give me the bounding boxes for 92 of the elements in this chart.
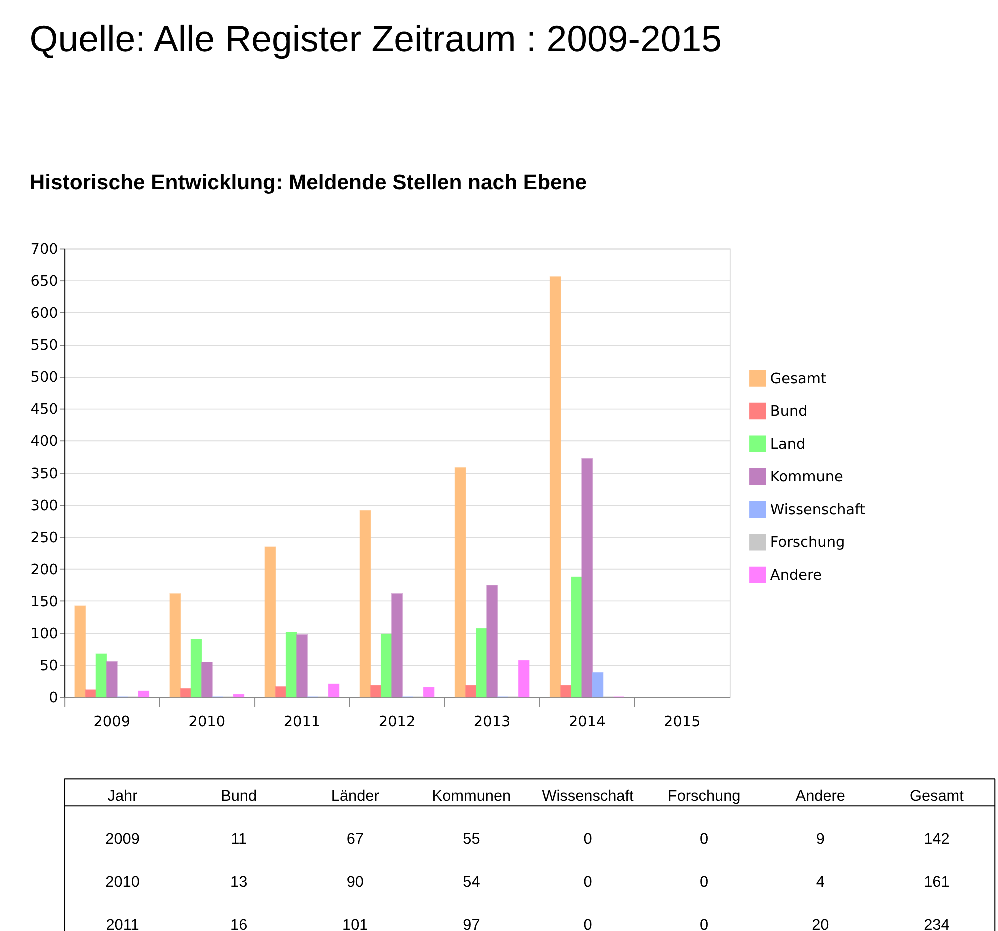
- text: 16: [230, 917, 248, 931]
- bar: [275, 686, 287, 698]
- legend-label: Land: [770, 436, 806, 453]
- bar: [85, 690, 97, 698]
- bar: [518, 660, 530, 698]
- y-tick-label: 550: [30, 338, 58, 354]
- y-tick-label: 400: [30, 434, 58, 450]
- text: 9: [816, 831, 825, 848]
- text: 54: [463, 874, 481, 892]
- legend-label: Andere: [770, 568, 822, 584]
- y-tick-label: 450: [30, 402, 58, 418]
- text: 0: [584, 874, 592, 892]
- text: Bund: [221, 788, 258, 806]
- bar: [264, 546, 276, 698]
- bar: [476, 628, 488, 698]
- bar: [170, 594, 182, 698]
- text: Jahr: [108, 788, 138, 806]
- text: 0: [584, 917, 592, 931]
- y-tick-label: 150: [30, 594, 58, 610]
- text: 11: [231, 831, 248, 848]
- text: 4: [816, 874, 826, 892]
- y-tick-label: 300: [30, 498, 58, 514]
- text: Länder: [331, 788, 380, 806]
- bar: [423, 687, 435, 698]
- legend-label: Kommune: [770, 470, 844, 486]
- y-tick-label: 350: [30, 466, 58, 482]
- text: 20: [812, 917, 830, 931]
- legend-label: Gesamt: [770, 371, 827, 388]
- text: 0: [700, 917, 709, 931]
- text: 13: [230, 874, 248, 892]
- bar: [486, 585, 498, 698]
- bar: [392, 594, 404, 698]
- bar: [106, 661, 118, 698]
- text: 101: [342, 917, 368, 931]
- x-tick-label: 2009: [94, 714, 131, 731]
- text: 2011: [106, 917, 140, 931]
- text: Gesamt: [910, 788, 965, 806]
- x-tick-label: 2012: [378, 714, 416, 731]
- bar: [328, 684, 340, 698]
- text: Kommunen: [432, 788, 512, 806]
- bar: [286, 632, 298, 698]
- text: 234: [924, 917, 950, 931]
- bar: [550, 276, 562, 698]
- text: 97: [463, 917, 480, 931]
- legend-label: Bund: [770, 404, 808, 420]
- x-tick-label: 2014: [568, 714, 606, 731]
- text: 161: [924, 874, 950, 892]
- chart-title: Quelle: Alle Register Zeitraum : 2009-2015: [30, 18, 722, 60]
- text: 0: [700, 874, 709, 892]
- text: 67: [346, 831, 364, 848]
- bar: [96, 654, 108, 698]
- text: 55: [463, 831, 480, 848]
- x-tick-label: 2013: [474, 714, 511, 731]
- x-tick-label: 2015: [664, 714, 701, 731]
- y-tick-label: 250: [30, 530, 58, 546]
- y-tick-label: 600: [30, 306, 58, 322]
- x-tick-label: 2011: [284, 714, 321, 731]
- bar: [582, 458, 594, 698]
- bar: [380, 634, 392, 698]
- text: Forschung: [668, 788, 741, 806]
- legend-label: Forschung: [770, 535, 846, 552]
- text: Andere: [796, 788, 846, 806]
- bar: [465, 685, 477, 698]
- bar: [454, 467, 466, 698]
- y-tick-label: 200: [30, 562, 58, 578]
- chart-subtitle: Historische Entwicklung: Meldende Stellen nach Ebene: [30, 171, 588, 194]
- text: 142: [924, 831, 950, 848]
- y-tick-label: 0: [49, 690, 58, 706]
- text: 2010: [106, 874, 140, 892]
- text: 0: [700, 831, 709, 848]
- text: Wissenschaft: [542, 788, 635, 806]
- y-tick-label: 700: [30, 242, 58, 258]
- bar: [233, 694, 245, 698]
- y-tick-label: 500: [30, 370, 58, 386]
- x-tick-label: 2010: [188, 714, 226, 731]
- bar: [138, 690, 150, 698]
- bar: [201, 662, 213, 698]
- y-tick-label: 50: [40, 658, 58, 674]
- bar: [370, 685, 382, 698]
- bar: [571, 576, 583, 698]
- bar: [360, 510, 372, 698]
- legend-label: Wissenschaft: [770, 502, 866, 518]
- text: 0: [584, 831, 592, 848]
- y-tick-label: 650: [30, 274, 58, 290]
- text: 90: [346, 874, 364, 892]
- bar: [592, 672, 604, 698]
- y-tick-label: 100: [30, 626, 58, 642]
- text: 2009: [106, 831, 140, 848]
- bar: [296, 634, 308, 698]
- bar: [74, 606, 86, 698]
- bar: [560, 685, 572, 698]
- bar: [190, 639, 202, 698]
